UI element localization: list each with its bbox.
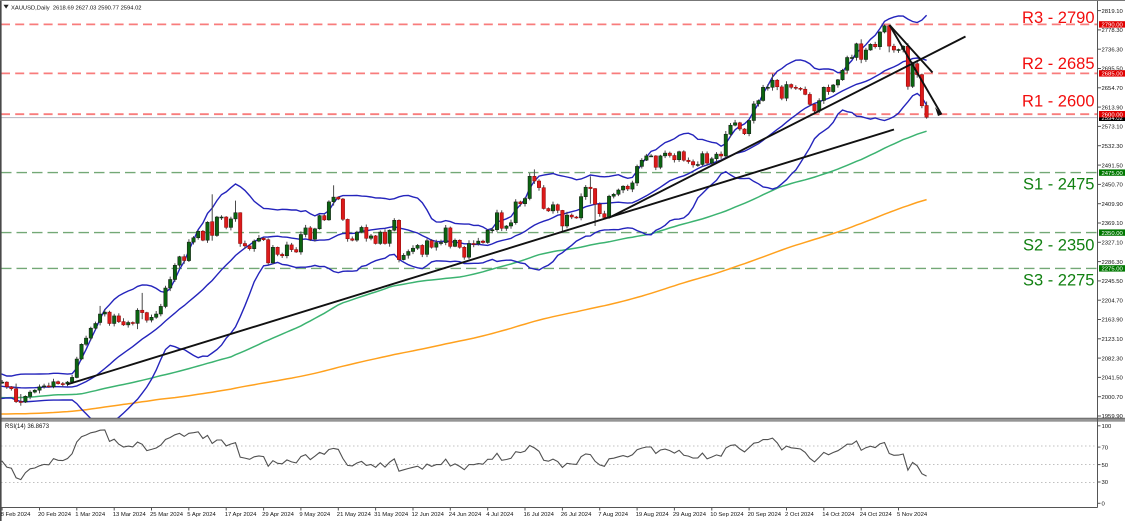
svg-text:R3 - 2790: R3 - 2790 [1022,9,1094,27]
svg-text:2450.70: 2450.70 [1102,183,1124,189]
svg-text:12 Jun 2024: 12 Jun 2024 [412,512,445,518]
svg-text:2778.30: 2778.30 [1102,28,1124,34]
svg-text:XAUUSD,Daily 2618.69 2627.03: XAUUSD,Daily 2618.69 2627.03 2590.77 259… [11,5,142,11]
svg-text:10 Sep 2024: 10 Sep 2024 [710,512,744,518]
svg-text:16 Jul 2024: 16 Jul 2024 [524,512,555,518]
svg-text:2409.90: 2409.90 [1102,202,1124,208]
svg-text:26 Jul 2024: 26 Jul 2024 [561,512,592,518]
svg-text:2600.00: 2600.00 [1102,112,1124,118]
svg-text:2695.50: 2695.50 [1102,67,1124,73]
svg-text:30: 30 [1102,480,1109,486]
svg-text:9 May 2024: 9 May 2024 [299,512,331,518]
svg-text:2369.10: 2369.10 [1102,221,1124,227]
svg-text:2 Oct 2024: 2 Oct 2024 [785,512,815,518]
svg-text:1959.90: 1959.90 [1102,414,1124,420]
svg-text:13 Mar 2024: 13 Mar 2024 [113,512,147,518]
svg-text:2685.00: 2685.00 [1102,72,1124,78]
svg-text:21 May 2024: 21 May 2024 [337,512,372,518]
svg-text:S2 - 2350: S2 - 2350 [1023,237,1095,255]
svg-text:2163.90: 2163.90 [1102,318,1124,324]
svg-text:2613.90: 2613.90 [1102,105,1124,111]
svg-text:2594.02: 2594.02 [1102,116,1123,122]
svg-text:24 Jun 2024: 24 Jun 2024 [449,512,482,518]
svg-text:2123.10: 2123.10 [1102,337,1124,343]
svg-text:2350.00: 2350.00 [1102,231,1124,237]
svg-text:100: 100 [1102,424,1113,430]
svg-text:20 Sep 2024: 20 Sep 2024 [748,512,782,518]
svg-text:2000.70: 2000.70 [1102,395,1124,401]
svg-text:R1 - 2600: R1 - 2600 [1022,93,1094,111]
svg-text:5 Apr 2024: 5 Apr 2024 [187,512,216,518]
svg-text:1 Mar 2024: 1 Mar 2024 [75,512,106,518]
svg-text:14 Oct 2024: 14 Oct 2024 [822,512,855,518]
svg-text:2790.00: 2790.00 [1102,23,1124,29]
svg-text:2327.10: 2327.10 [1102,241,1124,247]
svg-text:2532.30: 2532.30 [1102,144,1124,150]
svg-text:0: 0 [1102,502,1106,508]
svg-text:50: 50 [1102,463,1109,469]
svg-text:2654.70: 2654.70 [1102,86,1124,92]
svg-text:2041.50: 2041.50 [1102,376,1124,382]
svg-text:4 Jul 2024: 4 Jul 2024 [486,512,514,518]
svg-text:5 Nov 2024: 5 Nov 2024 [897,512,928,518]
svg-text:2819.10: 2819.10 [1102,9,1124,15]
svg-text:2245.50: 2245.50 [1102,279,1124,285]
svg-text:24 Oct 2024: 24 Oct 2024 [860,512,893,518]
svg-text:S3 - 2275: S3 - 2275 [1023,272,1095,290]
svg-text:19 Aug 2024: 19 Aug 2024 [636,512,670,518]
svg-text:17 Apr 2024: 17 Apr 2024 [225,512,257,518]
svg-text:70: 70 [1102,445,1109,451]
svg-text:2736.30: 2736.30 [1102,47,1124,53]
svg-text:2573.10: 2573.10 [1102,125,1124,131]
svg-text:8 Feb 2024: 8 Feb 2024 [1,512,32,518]
svg-text:2082.30: 2082.30 [1102,356,1124,362]
svg-text:2286.30: 2286.30 [1102,260,1124,266]
svg-text:2475.00: 2475.00 [1102,171,1124,177]
svg-text:2275.00: 2275.00 [1102,267,1124,273]
svg-text:25 Mar 2024: 25 Mar 2024 [150,512,184,518]
svg-text:20 Feb 2024: 20 Feb 2024 [38,512,72,518]
svg-text:2491.50: 2491.50 [1102,163,1124,169]
svg-text:29 Aug 2024: 29 Aug 2024 [673,512,707,518]
svg-text:R2 - 2685: R2 - 2685 [1022,55,1094,73]
svg-text:2204.70: 2204.70 [1102,298,1124,304]
svg-text:RSI(14) 36.8673: RSI(14) 36.8673 [5,424,50,430]
svg-text:S1 - 2475: S1 - 2475 [1023,176,1095,194]
svg-text:7 Aug 2024: 7 Aug 2024 [598,512,629,518]
svg-text:31 May 2024: 31 May 2024 [374,512,409,518]
svg-text:29 Apr 2024: 29 Apr 2024 [262,512,294,518]
